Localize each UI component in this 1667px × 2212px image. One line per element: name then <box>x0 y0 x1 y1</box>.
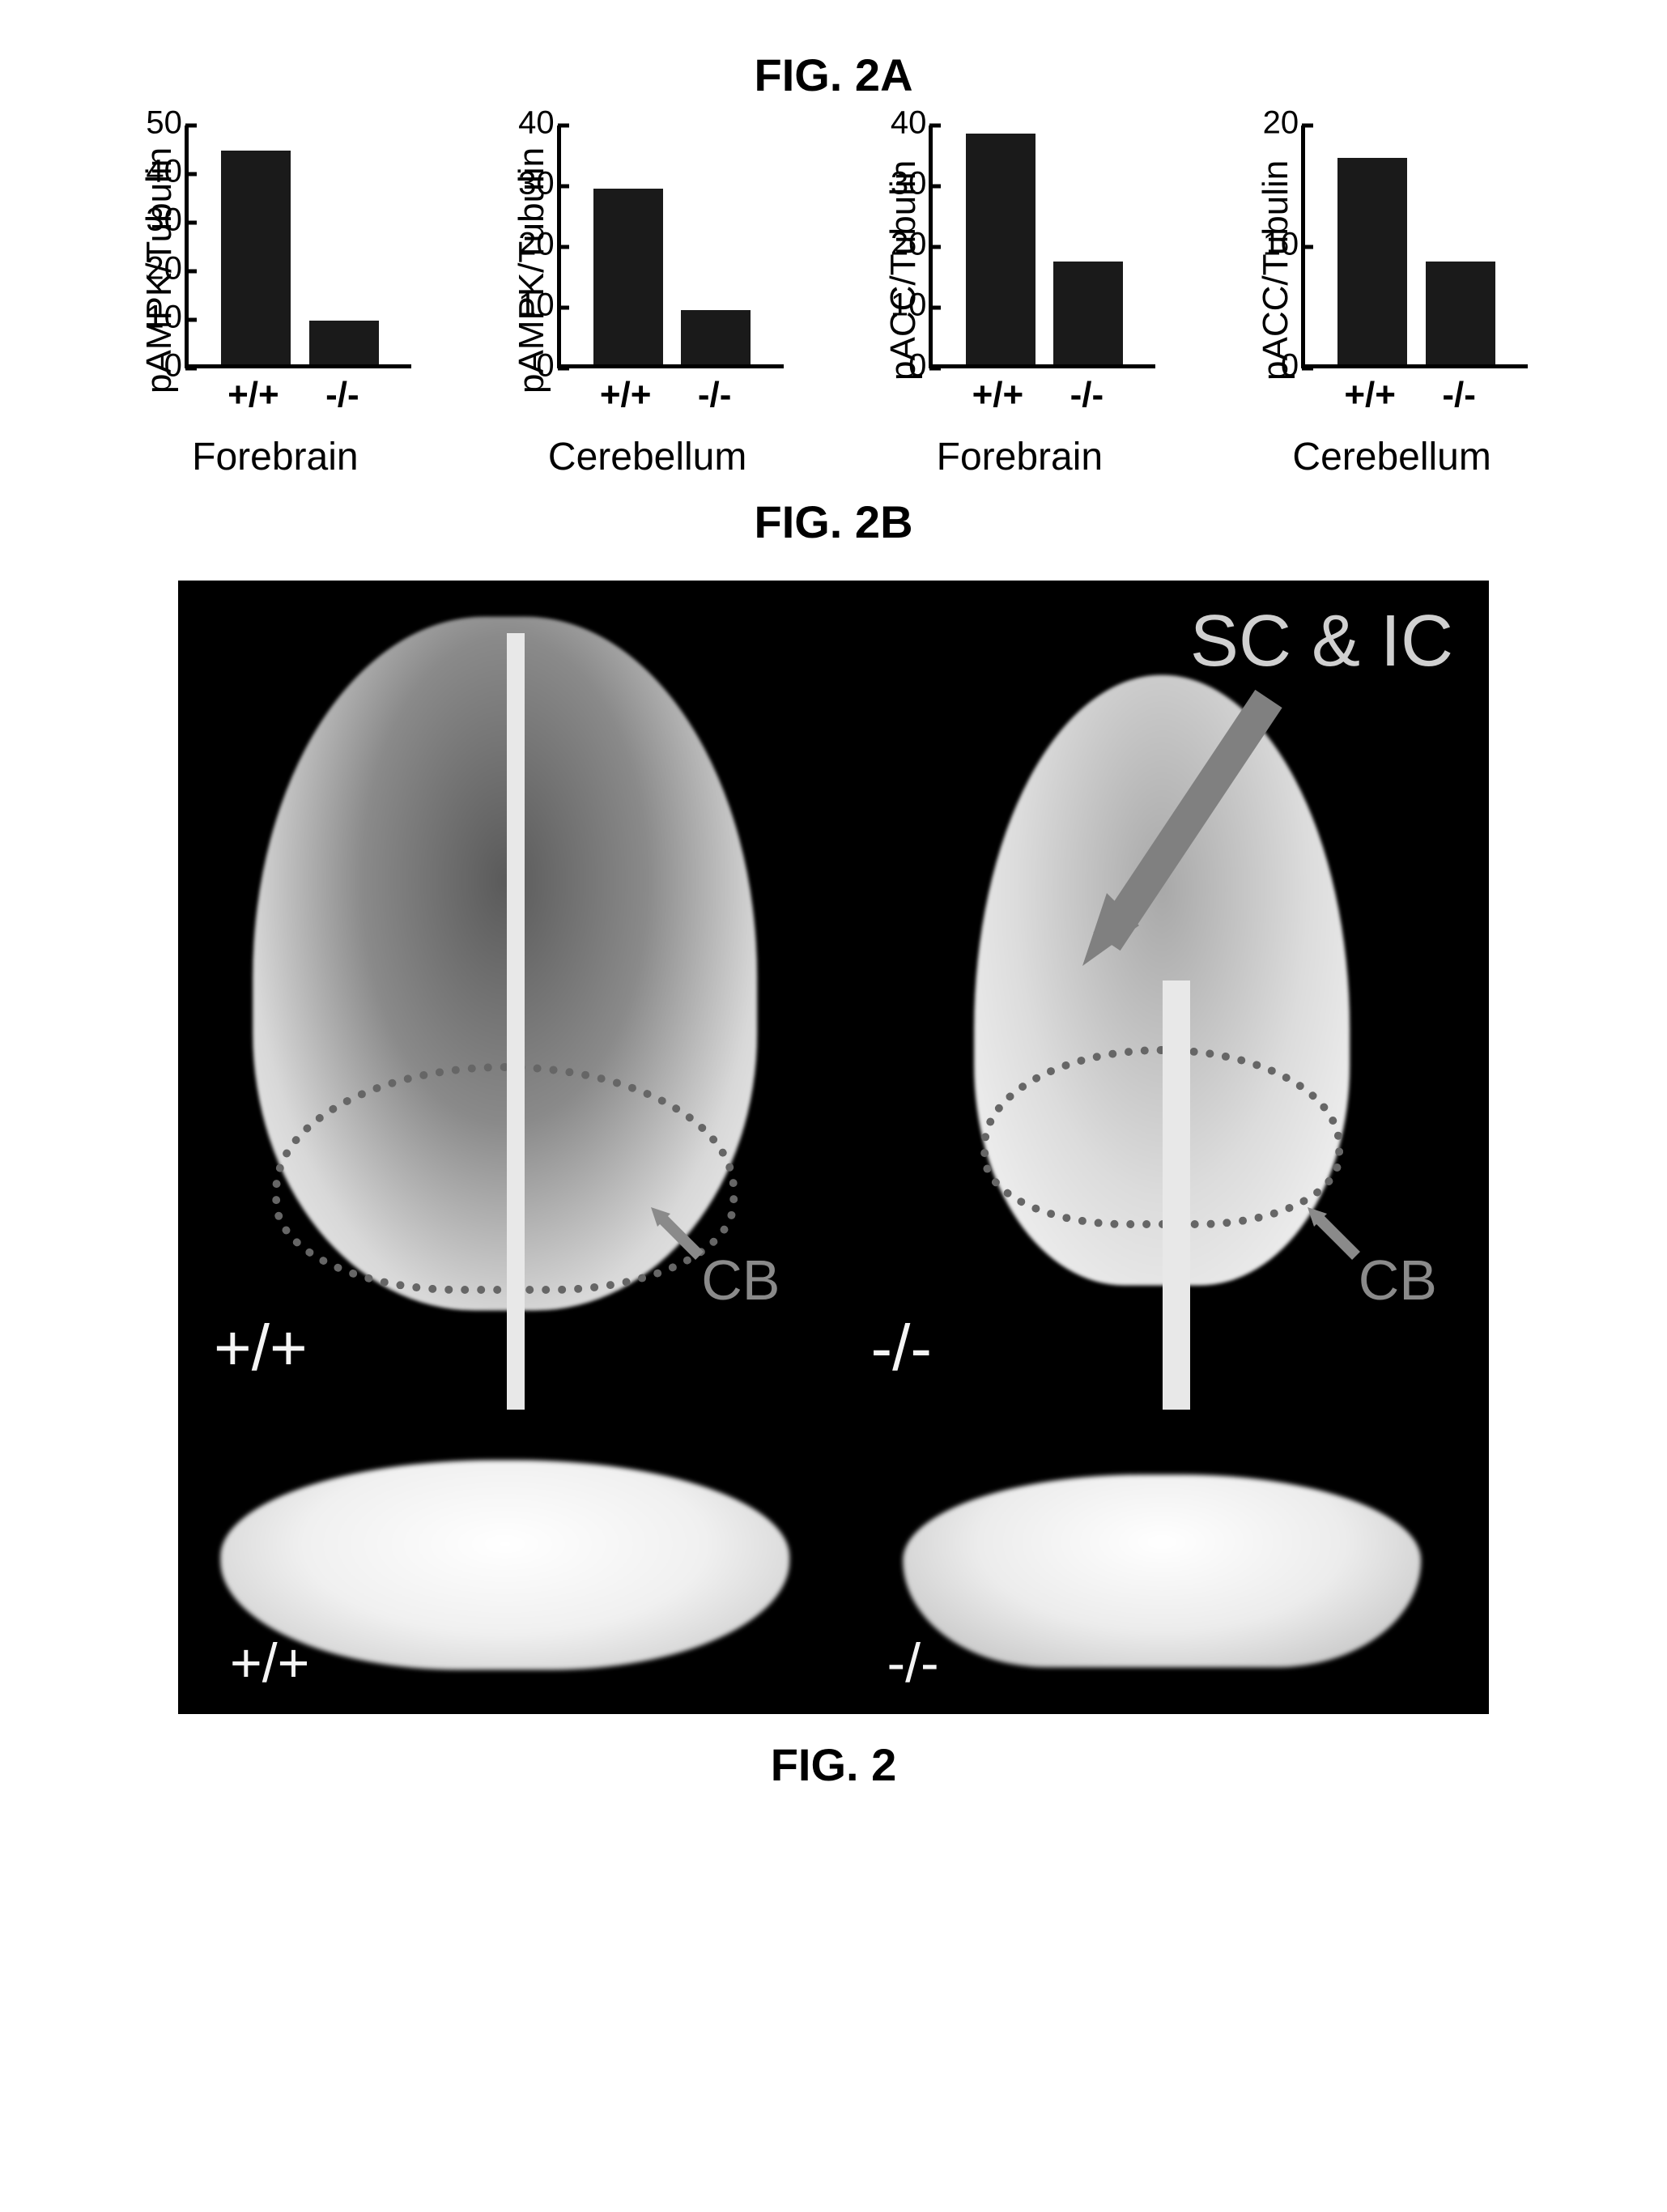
chart-plot: 010203040 <box>929 125 1155 368</box>
y-tick: 40 <box>130 154 182 190</box>
bars-container <box>1305 125 1528 364</box>
bar <box>1053 262 1123 365</box>
sagittal-ko-shape <box>903 1474 1421 1667</box>
y-tick: 40 <box>503 105 555 142</box>
chart-plot: 010203040 <box>557 125 784 368</box>
brain-panel-ko-dorsal: SC & IC -/- CB <box>839 584 1486 1410</box>
x-category: +/+ <box>219 375 288 415</box>
bars-container <box>561 125 784 364</box>
bar <box>221 151 291 364</box>
brain-panel-ko-sagittal: -/- <box>839 1419 1486 1711</box>
y-tick: 10 <box>874 287 926 324</box>
brain-panel-wt-dorsal: +/+ CB <box>181 584 829 1410</box>
brain-panel-wt-sagittal: +/+ <box>181 1419 829 1711</box>
y-tick: 20 <box>1247 105 1299 142</box>
chart-1: pAMPK/Tubulin010203040+/+-/-Cerebellum <box>470 125 826 479</box>
y-tick: 10 <box>503 287 555 324</box>
bar <box>1426 262 1495 365</box>
x-categories: +/+ -/- <box>1301 375 1528 415</box>
x-category: -/- <box>308 375 377 415</box>
x-category: +/+ <box>591 375 661 415</box>
chart-plot: 01020 <box>1301 125 1528 368</box>
y-tick: 30 <box>874 166 926 202</box>
region-label: Cerebellum <box>548 435 746 479</box>
x-category: -/- <box>680 375 750 415</box>
x-category: +/+ <box>963 375 1032 415</box>
figure-2b-label: FIG. 2B <box>65 496 1602 548</box>
genotype-label-ko-bottom: -/- <box>887 1631 939 1695</box>
y-tick: 0 <box>503 348 555 385</box>
bars-container <box>933 125 1155 364</box>
x-categories: +/+ -/- <box>929 375 1155 415</box>
y-tick: 20 <box>874 227 926 263</box>
y-tick: 40 <box>874 105 926 142</box>
x-category: -/- <box>1052 375 1121 415</box>
bar <box>681 310 751 365</box>
y-tick: 20 <box>130 251 182 287</box>
region-label: Forebrain <box>937 435 1103 479</box>
region-label: Cerebellum <box>1292 435 1491 479</box>
bar <box>309 321 379 364</box>
y-tick: 0 <box>1247 348 1299 385</box>
region-label: Forebrain <box>192 435 358 479</box>
figure-2a-label: FIG. 2A <box>65 49 1602 101</box>
sc-ic-label: SC & IC <box>1190 600 1453 683</box>
bar <box>966 134 1035 364</box>
x-categories: +/+ -/- <box>557 375 784 415</box>
charts-row: pAMPK/Tubulin01020304050+/+-/-Forebrainp… <box>97 125 1570 479</box>
bars-container <box>189 125 411 364</box>
brain-image-grid: +/+ CB SC & IC -/- CB +/+ <box>178 581 1489 1714</box>
x-category: -/- <box>1424 375 1494 415</box>
genotype-label-ko-top: -/- <box>871 1311 933 1385</box>
y-tick: 50 <box>130 105 182 142</box>
bar <box>593 189 663 365</box>
cb-label-ko: CB <box>1359 1248 1437 1312</box>
genotype-label-wt-top: +/+ <box>214 1311 308 1385</box>
y-tick: 30 <box>130 202 182 239</box>
figure-2-main-label: FIG. 2 <box>65 1738 1602 1791</box>
bar <box>1337 158 1407 364</box>
y-tick: 0 <box>874 348 926 385</box>
x-category: +/+ <box>1335 375 1405 415</box>
chart-3: pACC/Tubulin01020+/+-/-Cerebellum <box>1214 125 1570 479</box>
chart-2: pACC/Tubulin010203040+/+-/-Forebrain <box>842 125 1198 479</box>
chart-0: pAMPK/Tubulin01020304050+/+-/-Forebrain <box>97 125 453 479</box>
y-tick: 0 <box>130 348 182 385</box>
genotype-label-wt-bottom: +/+ <box>230 1631 309 1695</box>
y-tick: 30 <box>503 166 555 202</box>
cb-label-wt: CB <box>701 1248 780 1312</box>
y-tick: 10 <box>1247 227 1299 263</box>
y-tick: 10 <box>130 300 182 336</box>
x-categories: +/+ -/- <box>185 375 411 415</box>
chart-plot: 01020304050 <box>185 125 411 368</box>
y-tick: 20 <box>503 227 555 263</box>
